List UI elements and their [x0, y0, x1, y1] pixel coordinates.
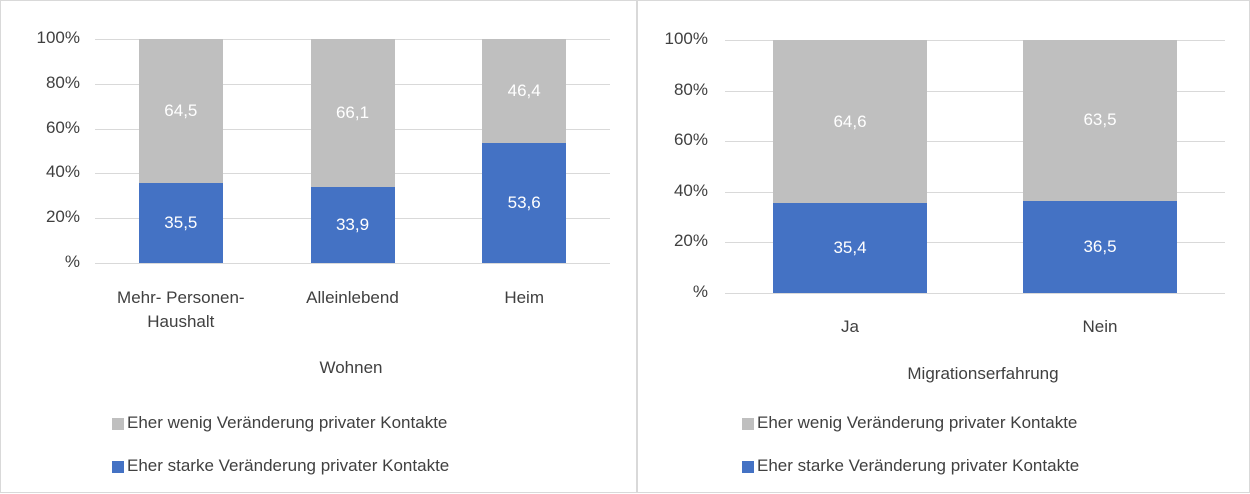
y-tick-label: 40% [673, 180, 708, 200]
y-tick-label: 20% [45, 207, 80, 227]
y-tick-label: 40% [45, 162, 80, 182]
x-axis-title: Wohnen [319, 358, 383, 377]
legend-swatch [742, 418, 754, 430]
data-label: 33,9 [335, 215, 370, 235]
bar-segment [310, 187, 395, 263]
legend-label: Eher wenig Veränderung privater Kontakte [127, 413, 448, 432]
legend-label: Eher starke Veränderung privater Kontakt… [757, 456, 1080, 475]
data-label: 46,4 [507, 80, 541, 100]
x-tick-label: Ja [841, 317, 859, 336]
grid-line [725, 191, 1225, 193]
data-label: 35,5 [164, 213, 198, 233]
bar-segment [310, 39, 395, 188]
legend-swatch [112, 418, 124, 430]
y-tick-label: 100% [36, 28, 80, 47]
y-tick-label: 60% [673, 130, 708, 150]
grid-line [95, 263, 610, 264]
bar-segment [138, 39, 223, 184]
data-label: 64,6 [833, 111, 867, 131]
bar-segment [773, 203, 927, 293]
legend-label: Eher starke Veränderung privater Kontakt… [127, 456, 450, 475]
y-tick-label: % [64, 252, 80, 271]
bar-segment [482, 142, 567, 263]
data-label: 36,5 [1083, 236, 1117, 256]
bar-segment [1023, 40, 1177, 201]
y-tick-label: 100% [664, 29, 708, 48]
legend-swatch [742, 461, 754, 473]
x-tick-label: Alleinlebend [306, 288, 399, 307]
data-label: 63,5 [1083, 110, 1117, 130]
legend-swatch [112, 461, 124, 473]
y-tick-label: 60% [45, 117, 80, 137]
grid-line [725, 242, 1225, 244]
x-tick-label: Mehr- Personen-Haushalt [117, 288, 245, 331]
legend-label: Eher wenig Veränderung privater Kontakte [757, 413, 1078, 432]
bar-segment [482, 39, 567, 143]
bar-segment [1023, 200, 1177, 293]
y-tick-label: 80% [45, 72, 80, 92]
grid-line [725, 40, 1225, 41]
grid-line [725, 293, 1225, 294]
grid-line [725, 141, 1225, 143]
data-label: 35,4 [833, 238, 867, 258]
y-tick-label: 20% [673, 231, 708, 251]
x-tick-label: Heim [504, 288, 544, 307]
x-tick-label: Nein [1082, 317, 1118, 336]
data-label: 66,1 [335, 103, 370, 123]
bar-segment [138, 183, 223, 263]
y-tick-label: 80% [673, 79, 708, 99]
grid-line [725, 90, 1225, 92]
x-axis-title: Migrationserfahrung [907, 364, 1059, 383]
bar-segment [773, 40, 927, 204]
data-label: 53,6 [507, 192, 541, 212]
y-tick-label: % [692, 282, 708, 301]
panel [0, 0, 637, 493]
data-label: 64,5 [164, 101, 198, 121]
